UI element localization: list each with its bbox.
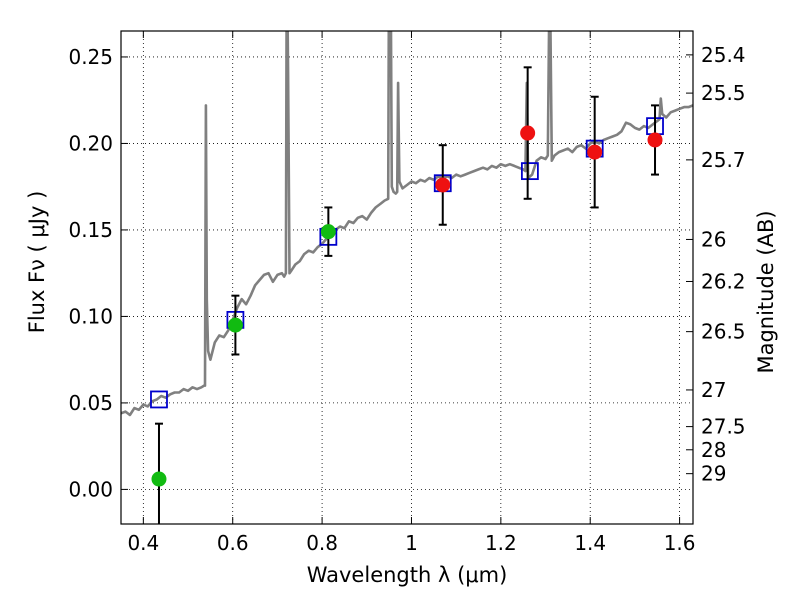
x-axis-ticks: 0.4 0.6 0.8 1 1.2 1.4 1.6: [127, 31, 696, 555]
model-band-flux-square: [150, 390, 168, 409]
magnitude-tick-label: 26.2: [701, 269, 746, 293]
y-tick-label: 0.20: [68, 131, 113, 155]
y-tick-label: 0.00: [68, 477, 113, 501]
spectrum-line: [121, 31, 693, 417]
photometry-point: [587, 144, 603, 160]
photometry-points: [151, 125, 663, 487]
magnitude-tick-label: 27.5: [701, 415, 746, 439]
x-tick-label: 1.2: [485, 531, 517, 555]
magnitude-tick-label: 25.4: [701, 43, 746, 67]
x-tick-label: 1: [405, 531, 418, 555]
x-tick-label: 0.6: [217, 531, 249, 555]
y-axis-label: Flux Fν ( μJy ): [25, 191, 49, 334]
x-tick-label: 1.6: [664, 531, 696, 555]
photometry-point: [520, 125, 536, 141]
y-tick-label: 0.25: [68, 45, 113, 69]
y-tick-label: 0.15: [68, 218, 113, 242]
model-band-flux-square: [520, 162, 539, 181]
x-tick-label: 1.4: [574, 531, 606, 555]
y-axis-ticks: 0.00 0.05 0.10 0.15 0.20 0.25: [68, 45, 128, 501]
plot-frame: [120, 30, 694, 525]
photometry-point: [435, 177, 451, 193]
magnitude-tick-label: 27: [701, 378, 726, 402]
photometry-point: [647, 132, 663, 148]
photometry-point: [320, 224, 336, 240]
magnitude-tick-label: 26.5: [701, 320, 746, 344]
x-tick-label: 0.4: [127, 531, 159, 555]
magnitude-tick-label: 28: [701, 438, 726, 462]
model-band-flux-markers: [150, 117, 664, 409]
magnitude-tick-label: 26: [701, 227, 726, 251]
magnitude-tick-label: 25.5: [701, 81, 746, 105]
magnitude-axis-label: Magnitude (AB): [754, 210, 778, 373]
x-axis-label: Wavelength λ (μm): [307, 563, 508, 587]
y-tick-label: 0.05: [68, 391, 113, 415]
magnitude-tick-label: 25.7: [701, 148, 746, 172]
y-tick-label: 0.10: [68, 304, 113, 328]
photometry-point: [227, 317, 243, 333]
x-tick-label: 0.8: [306, 531, 338, 555]
photometry-error-bars: [154, 66, 660, 524]
photometry-point: [151, 471, 167, 487]
magnitude-tick-label: 29: [701, 462, 726, 486]
